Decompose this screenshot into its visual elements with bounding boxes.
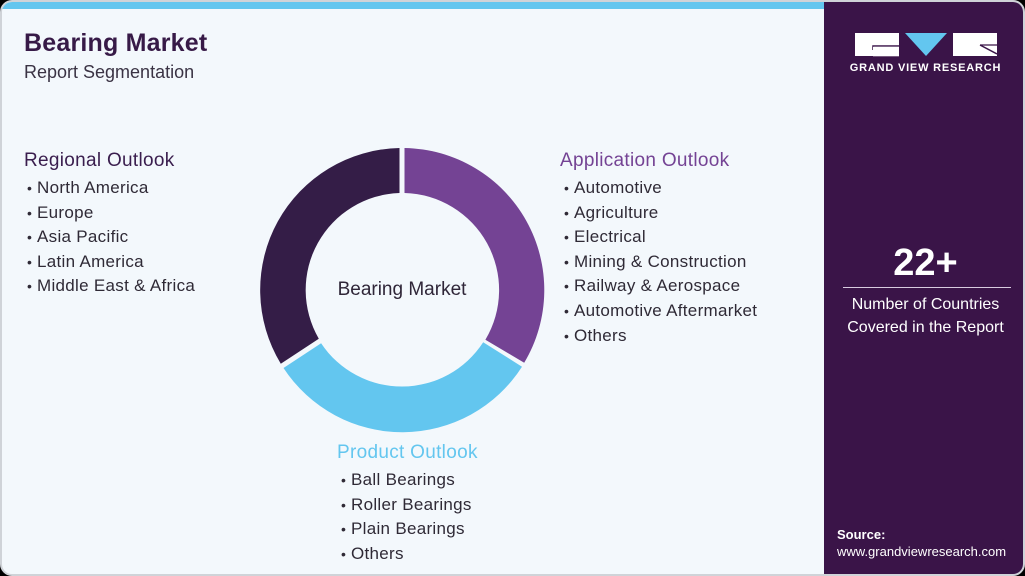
countries-count: 22+ — [893, 242, 958, 284]
top-accent-stripe — [2, 2, 825, 9]
donut-segment-application — [404, 148, 545, 363]
bullet-icon: • — [27, 204, 33, 221]
bullet-icon: • — [564, 302, 570, 319]
list-item: • Agriculture — [560, 201, 757, 226]
list-item: • Ball Bearings — [337, 468, 478, 493]
list-item: • Mining & Construction — [560, 250, 757, 275]
bullet-icon: • — [564, 229, 570, 246]
bullet-icon: • — [27, 253, 33, 270]
list-item: • Automotive — [560, 176, 757, 201]
bullet-icon: • — [564, 180, 570, 196]
gvr-logo-icon — [855, 33, 997, 57]
application-outlook-section: Application Outlook • Automotive • Agricul… — [560, 150, 757, 348]
bullet-icon: • — [564, 327, 570, 344]
regional-outlook-title: Regional Outlook — [24, 150, 175, 171]
product-outlook-list: • Ball Bearings • Roller Bearings • Plain B… — [337, 468, 478, 566]
bullet-icon: • — [341, 545, 347, 562]
regional-outlook-section: Regional Outlook • North America • Europe … — [24, 150, 195, 299]
bullet-icon: • — [564, 253, 570, 270]
source-url-link[interactable]: www.grandviewresearch.com — [837, 544, 1007, 559]
brand-name: GRAND VIEW RESEARCH — [849, 62, 1002, 74]
list-item: • Automotive Aftermarket — [560, 299, 757, 324]
list-item: • Railway & Aerospace — [560, 274, 757, 299]
source-label: Source: — [837, 527, 886, 542]
product-outlook-section: Product Outlook • Ball Bearings • Roller B… — [337, 442, 478, 566]
list-item: • Roller Bearings — [337, 493, 478, 518]
bullet-icon: • — [27, 180, 33, 196]
donut-segment-regional — [260, 148, 400, 364]
donut-segment-product — [283, 342, 522, 433]
list-item: • Others — [560, 324, 757, 349]
segmentation-donut-chart — [260, 148, 545, 433]
list-item: • Europe — [24, 201, 195, 226]
application-outlook-list: • Automotive • Agriculture • Electrical • Mi… — [560, 176, 757, 348]
bullet-icon: • — [341, 496, 347, 513]
donut-center-label: Bearing Market — [337, 279, 467, 300]
list-item: • Latin America — [24, 250, 195, 275]
list-item: • Asia Pacific — [24, 225, 195, 250]
list-item: • Electrical — [560, 225, 757, 250]
brand-side-panel — [824, 2, 1023, 574]
bullet-icon: • — [341, 472, 347, 488]
stat-divider — [843, 287, 1011, 288]
bullet-icon: • — [27, 278, 33, 295]
list-item: • Plain Bearings — [337, 517, 478, 542]
countries-count-label: Number of Countries Covered in the Repor… — [847, 296, 1004, 336]
bullet-icon: • — [564, 204, 570, 221]
page-subtitle: Report Segmentation — [24, 62, 195, 82]
product-outlook-title: Product Outlook — [337, 442, 478, 463]
page-title: Bearing Market — [24, 29, 208, 57]
bullet-icon: • — [564, 278, 570, 295]
list-item: • North America — [24, 176, 195, 201]
bullet-icon: • — [27, 229, 33, 246]
list-item: • Others — [337, 542, 478, 567]
application-outlook-title: Application Outlook — [560, 150, 730, 171]
regional-outlook-list: • North America • Europe • Asia Pacific • La… — [24, 176, 195, 299]
bullet-icon: • — [341, 521, 347, 538]
list-item: • Middle East & Africa — [24, 274, 195, 299]
